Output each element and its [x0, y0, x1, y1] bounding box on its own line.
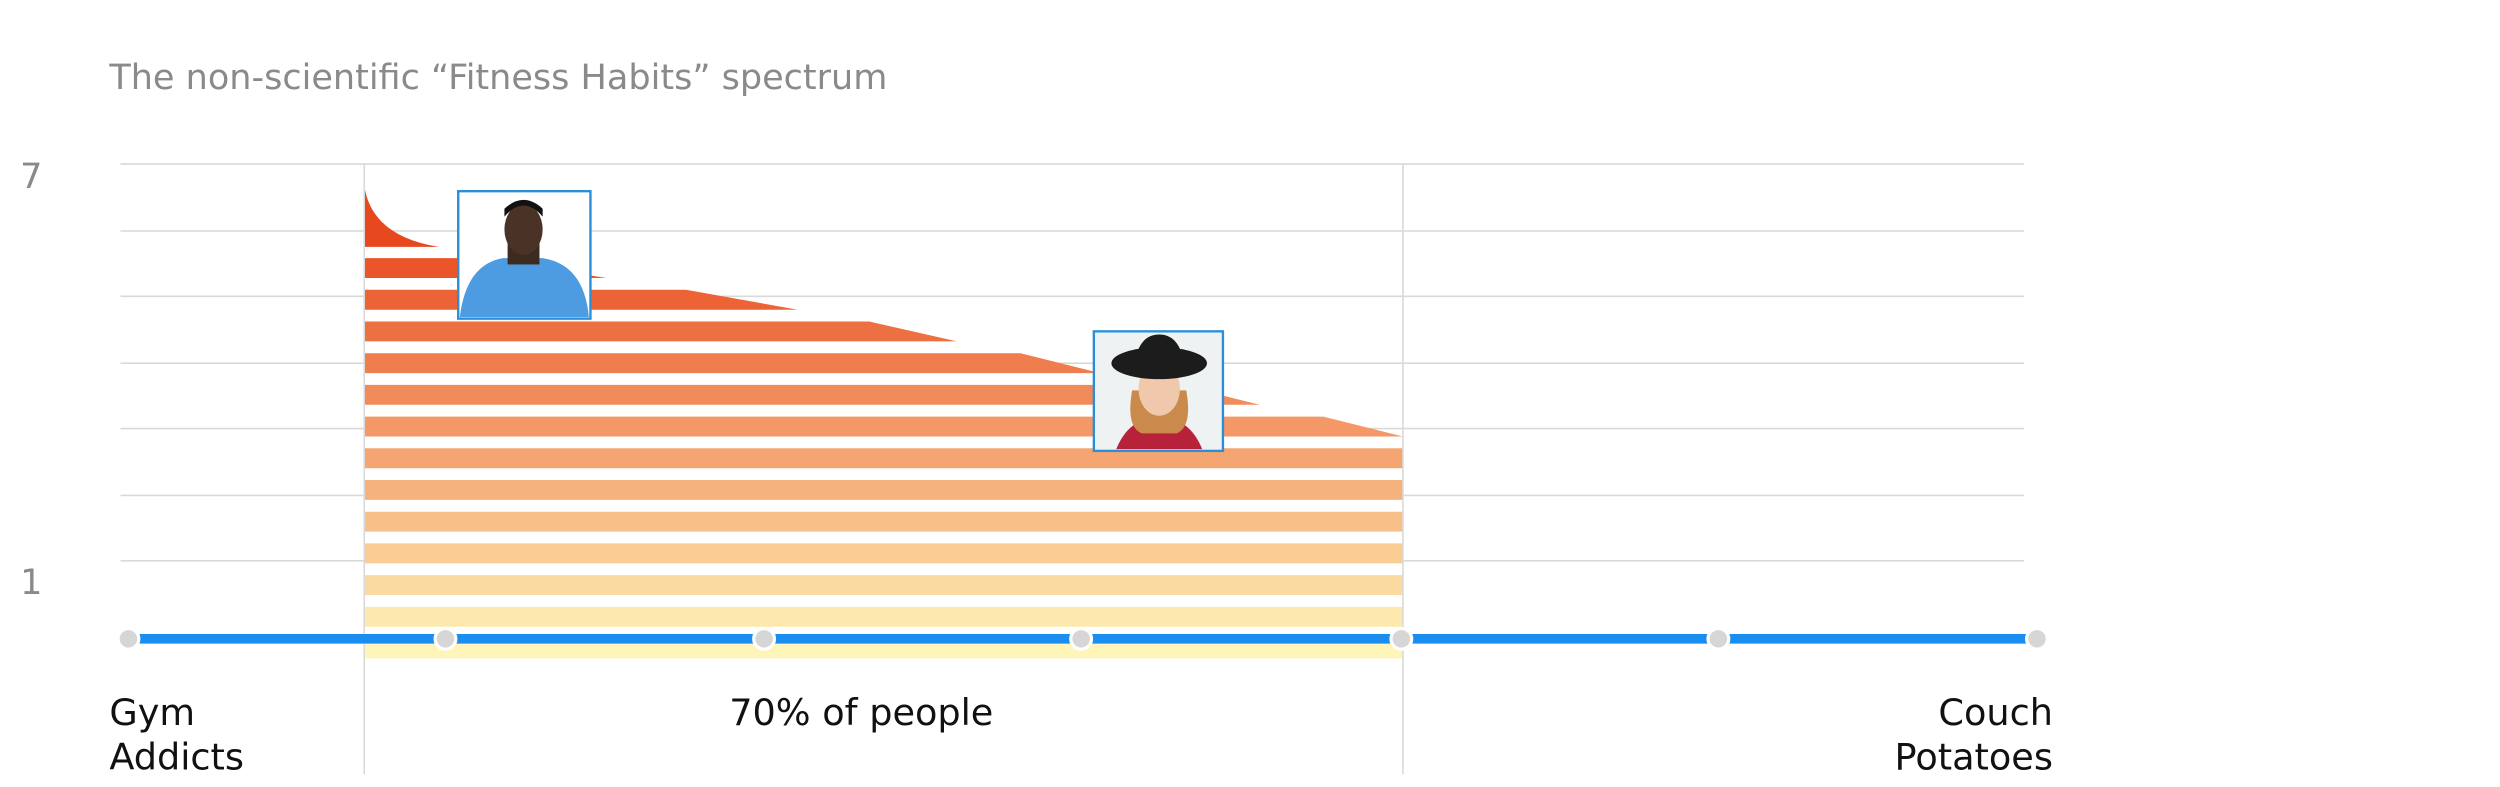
stripe [364, 184, 440, 247]
right-label: Potatoes [1895, 735, 2053, 778]
stripe [364, 480, 1403, 500]
left-label: Gym [109, 691, 195, 734]
stripe [364, 511, 1403, 532]
title: The non-scientific “Fitness Habits” spec… [108, 57, 887, 98]
right-label: Couch [1938, 691, 2053, 734]
spectrum-dot [1389, 626, 1414, 651]
avatar-man [457, 189, 592, 320]
stripe [364, 321, 957, 342]
spectrum-dot [2025, 626, 2049, 651]
spectrum-dot [1069, 626, 1094, 651]
left-label: Addicts [109, 735, 244, 778]
avatar-woman [1092, 330, 1225, 453]
spectrum-dot [1706, 626, 1731, 651]
stripe [364, 448, 1403, 469]
y-label-top: 7 [20, 156, 42, 197]
spectrum-dot [116, 626, 141, 651]
stripe [364, 575, 1403, 596]
middle-label: 70% of people [729, 691, 993, 734]
stripes [364, 184, 1403, 659]
spectrum-dot [433, 626, 458, 651]
stripe [364, 416, 1403, 437]
y-label-bottom: 1 [20, 562, 42, 603]
spectrum-dots [116, 626, 2049, 651]
spectrum-dot [752, 626, 777, 651]
stripe [364, 606, 1403, 627]
stripe [364, 353, 1101, 374]
stripe [364, 543, 1403, 564]
stripe [364, 384, 1260, 405]
